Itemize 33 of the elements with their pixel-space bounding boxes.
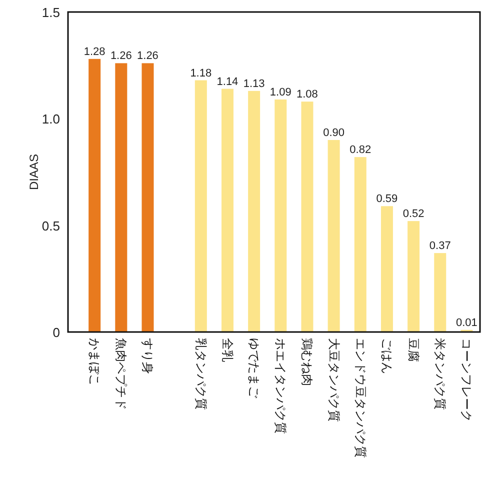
x-tick-label: 大豆タンパク質 [326, 338, 341, 422]
data-label: 1.14 [216, 76, 238, 88]
x-tick-label: すり身 [140, 338, 155, 374]
data-label: 0.59 [376, 193, 398, 206]
data-label: 0.52 [402, 208, 424, 220]
x-tick-label: 乳タンパク質 [194, 338, 208, 410]
data-label: 0.01 [456, 316, 478, 329]
data-label: 1.26 [110, 50, 132, 62]
data-label: 1.09 [270, 86, 292, 98]
data-label: 0.82 [350, 144, 372, 156]
data-label: 1.08 [296, 88, 318, 101]
data-label: 1.13 [243, 78, 265, 90]
x-tick-label: 豆腐 [406, 338, 421, 362]
x-tick-label: ゆでたまご [247, 338, 262, 398]
data-label: 0.90 [323, 127, 345, 139]
y-axis-title: DIAAS [27, 154, 41, 190]
y-tick-label: 0.5 [42, 218, 60, 234]
x-tick-label: 魚肉ペプチド [114, 338, 128, 410]
y-tick-label: 1.0 [42, 112, 60, 127]
x-tick-label: かまぼこ [88, 338, 102, 386]
x-tick-label: ホエイタンパク質 [274, 338, 288, 434]
y-tick-label: 1.5 [42, 5, 60, 20]
data-label: 1.18 [190, 67, 212, 80]
x-tick-label: 鶏むね肉 [300, 338, 314, 386]
data-label: 0.37 [429, 240, 451, 252]
x-tick-label: 米タンパク質 [433, 338, 448, 410]
x-tick-label: エンドウ豆タンパク質 [353, 338, 368, 458]
x-tick-label: コーンフレーク [460, 338, 474, 422]
y-tick-label: 0 [52, 325, 60, 340]
x-tick-label: ごはん [380, 338, 394, 374]
data-label: 1.28 [84, 46, 106, 58]
x-tick-label: 全乳 [220, 338, 234, 362]
data-label: 1.26 [137, 50, 158, 62]
